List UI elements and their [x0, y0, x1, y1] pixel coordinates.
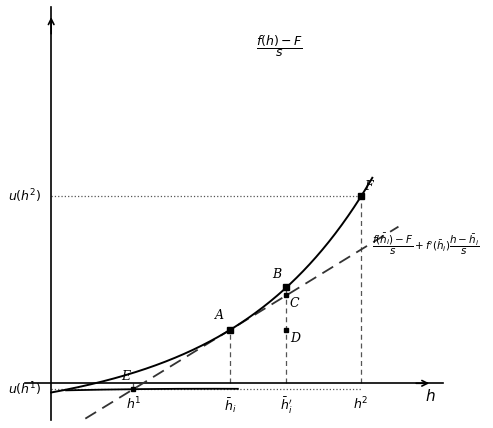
Text: A: A: [214, 309, 224, 322]
Text: $u(h^1)$: $u(h^1)$: [8, 380, 42, 398]
Text: E: E: [121, 369, 130, 383]
Text: $\dfrac{f(\bar{h}_i)-F}{s}+f^{\prime}(\bar{h}_i)\dfrac{h-\bar{h}_i}{s}$: $\dfrac{f(\bar{h}_i)-F}{s}+f^{\prime}(\b…: [372, 232, 480, 257]
Text: F: F: [364, 180, 372, 193]
Text: D: D: [290, 332, 300, 345]
Text: $h$: $h$: [424, 388, 435, 404]
Text: $h^1$: $h^1$: [126, 396, 141, 413]
Text: $h^2$: $h^2$: [353, 396, 369, 413]
Text: $\bar{h}_i$: $\bar{h}_i$: [224, 396, 237, 415]
Text: $\bar{h}_i'$: $\bar{h}_i'$: [280, 396, 293, 416]
Text: $u(h^2)$: $u(h^2)$: [8, 187, 42, 205]
Text: C: C: [290, 297, 299, 310]
Text: $\dfrac{f(h)-F}{s}$: $\dfrac{f(h)-F}{s}$: [255, 33, 302, 59]
Text: B: B: [272, 268, 281, 281]
